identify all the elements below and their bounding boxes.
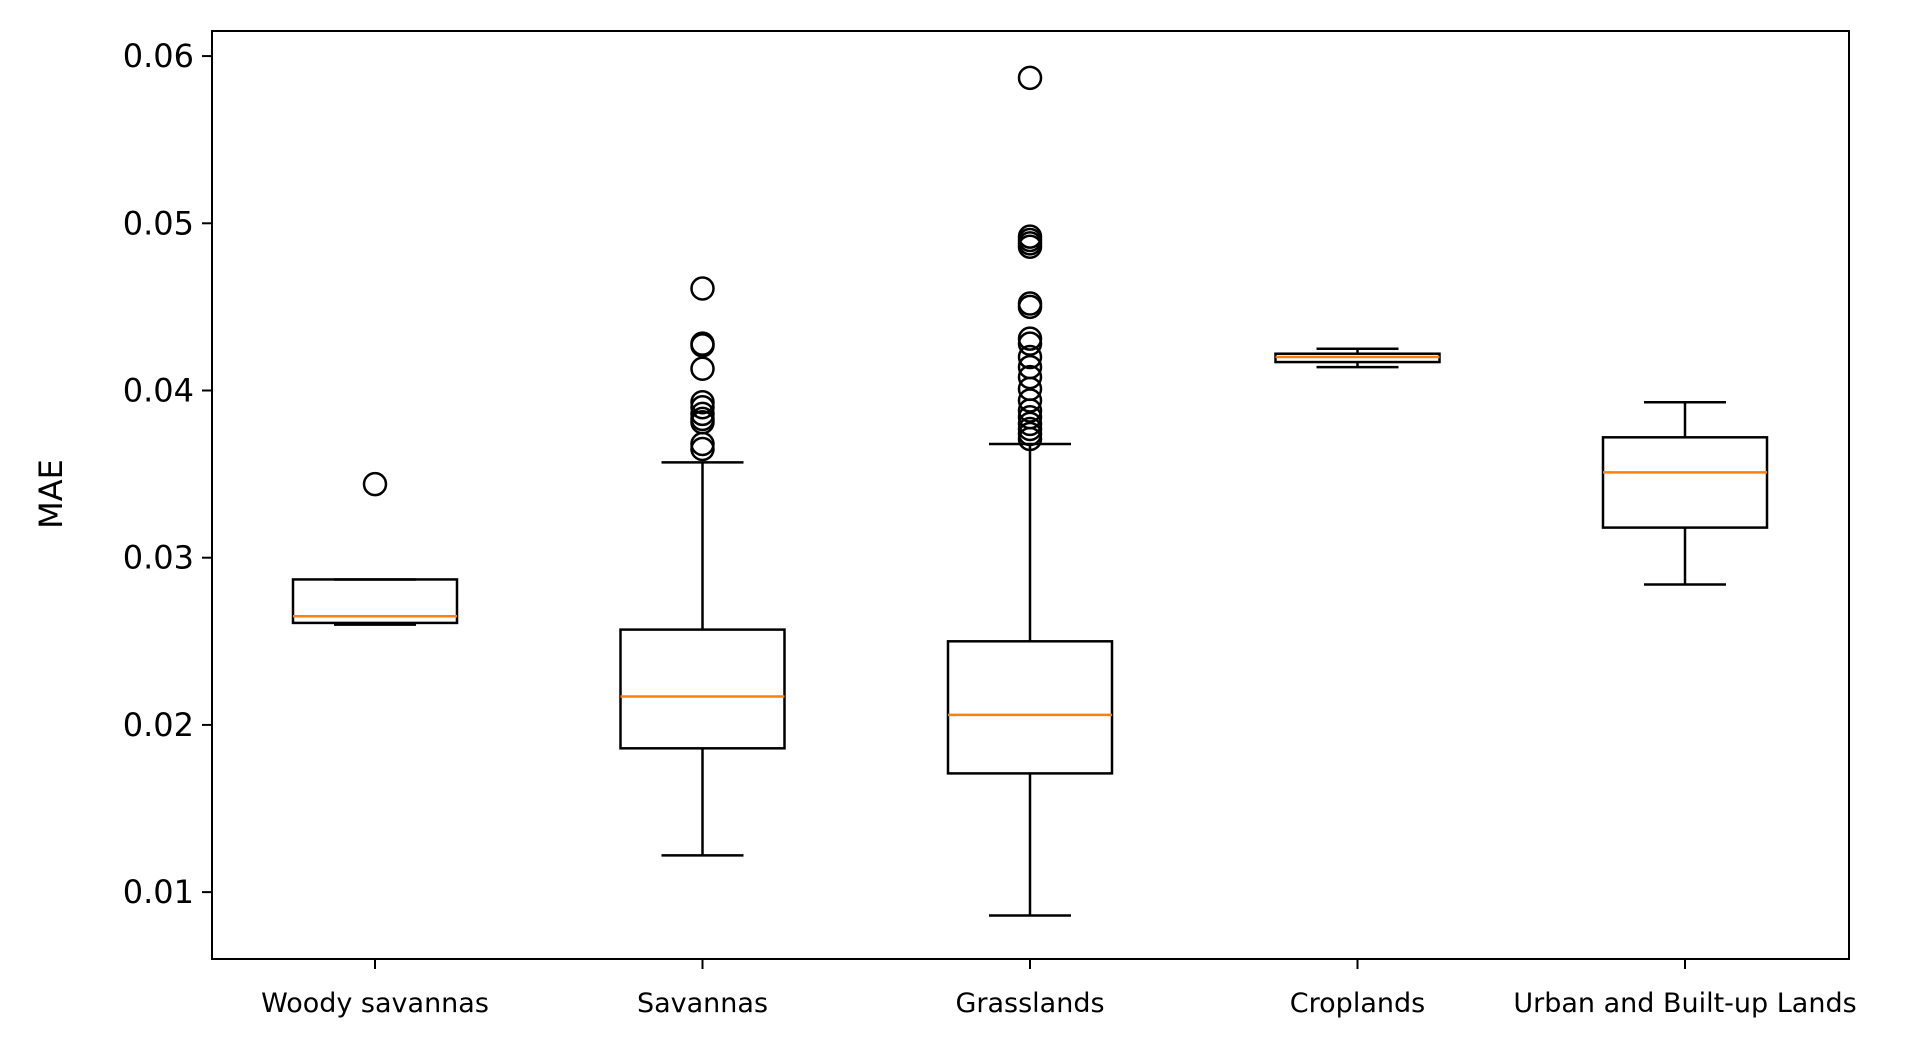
y-axis-label: MAE <box>32 459 70 529</box>
box-group <box>1601 400 1769 586</box>
box-iqr <box>946 640 1114 775</box>
outlier-point <box>1017 234 1043 259</box>
x-tick-label: Savannas <box>637 988 768 1019</box>
outlier-point <box>690 276 715 301</box>
outlier-point <box>1017 65 1043 91</box>
x-tick-label: Woody savannas <box>261 988 489 1019</box>
outlier-point <box>1017 398 1043 423</box>
y-tick-label: 0.06 <box>123 37 194 75</box>
box-group <box>619 276 786 857</box>
y-axis: 0.01 0.02 0.03 0.04 0.05 0.06 <box>123 37 212 911</box>
box-iqr <box>1601 436 1769 529</box>
plot-marks <box>291 65 1769 917</box>
box-iqr <box>619 628 786 750</box>
outlier-point <box>1017 344 1043 370</box>
x-tick-label: Urban and Built-up Lands <box>1513 988 1856 1019</box>
outlier-point <box>690 356 715 382</box>
y-tick-label: 0.01 <box>123 873 194 911</box>
x-axis: Woody savannas Savannas Grasslands Cropland… <box>261 959 1857 1019</box>
box-group <box>946 65 1114 917</box>
outlier-point <box>690 394 715 420</box>
outlier-point <box>690 333 715 358</box>
y-tick-label: 0.04 <box>123 371 194 409</box>
y-tick-label: 0.03 <box>123 539 194 577</box>
x-tick-label: Croplands <box>1290 988 1425 1019</box>
outlier-point <box>1017 331 1043 356</box>
outlier-point <box>1017 426 1043 452</box>
y-tick-label: 0.02 <box>123 706 194 744</box>
outlier-point <box>1017 364 1043 390</box>
outlier-point <box>690 436 715 462</box>
box-group <box>291 471 459 626</box>
x-tick-label: Grasslands <box>955 988 1104 1019</box>
box-group <box>1274 347 1441 369</box>
box-iqr <box>291 578 459 625</box>
outlier-point <box>362 471 388 497</box>
outlier-point <box>1017 294 1043 320</box>
outlier-point <box>1017 388 1043 413</box>
y-tick-label: 0.05 <box>123 204 194 242</box>
